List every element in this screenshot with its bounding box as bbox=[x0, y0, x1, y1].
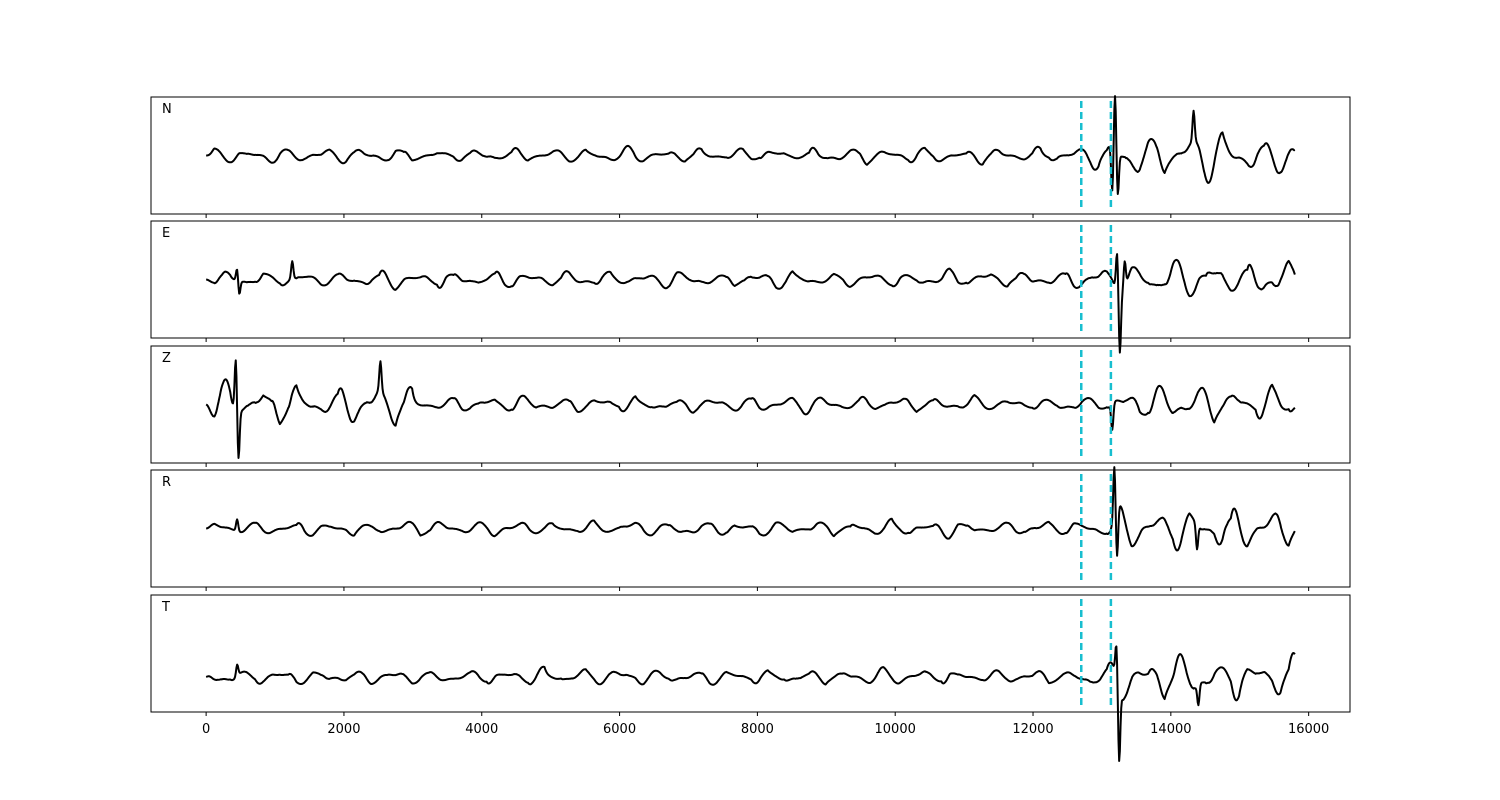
x-tick-label: 0 bbox=[202, 722, 210, 737]
panel-z: Z bbox=[150, 345, 1351, 467]
panel-frame bbox=[150, 469, 1351, 588]
x-tick-label: 10000 bbox=[875, 722, 916, 737]
panel-r: R bbox=[150, 466, 1351, 591]
panel-label: N bbox=[162, 102, 172, 117]
panel-e: E bbox=[150, 220, 1351, 354]
waveform-trace-t bbox=[205, 645, 1296, 762]
panel-frame bbox=[150, 345, 1351, 464]
panel-t: T bbox=[150, 594, 1351, 762]
waveform-trace-e bbox=[205, 253, 1296, 354]
x-tick-label: 6000 bbox=[603, 722, 636, 737]
x-tick-label: 2000 bbox=[327, 722, 360, 737]
panels: N E Z R T bbox=[150, 95, 1351, 762]
panel-label: R bbox=[162, 475, 171, 490]
panel-frame bbox=[150, 594, 1351, 713]
panel-frame bbox=[150, 96, 1351, 215]
x-tick-label: 16000 bbox=[1288, 722, 1329, 737]
panel-label: Z bbox=[162, 351, 171, 366]
x-tick-label: 8000 bbox=[741, 722, 774, 737]
x-axis: 0 2000 4000 6000 8000 10000 12000 14000 16000 bbox=[202, 722, 1329, 737]
waveform-trace-r bbox=[205, 466, 1296, 557]
panel-label: T bbox=[161, 600, 170, 615]
x-tick-label: 4000 bbox=[465, 722, 498, 737]
x-tick-label: 12000 bbox=[1012, 722, 1053, 737]
waveform-trace-z bbox=[205, 359, 1296, 459]
x-tick-label: 14000 bbox=[1150, 722, 1191, 737]
panel-n: N bbox=[150, 95, 1351, 218]
waveform-trace-n bbox=[205, 95, 1296, 195]
panel-frame bbox=[150, 220, 1351, 339]
panel-label: E bbox=[162, 226, 170, 241]
